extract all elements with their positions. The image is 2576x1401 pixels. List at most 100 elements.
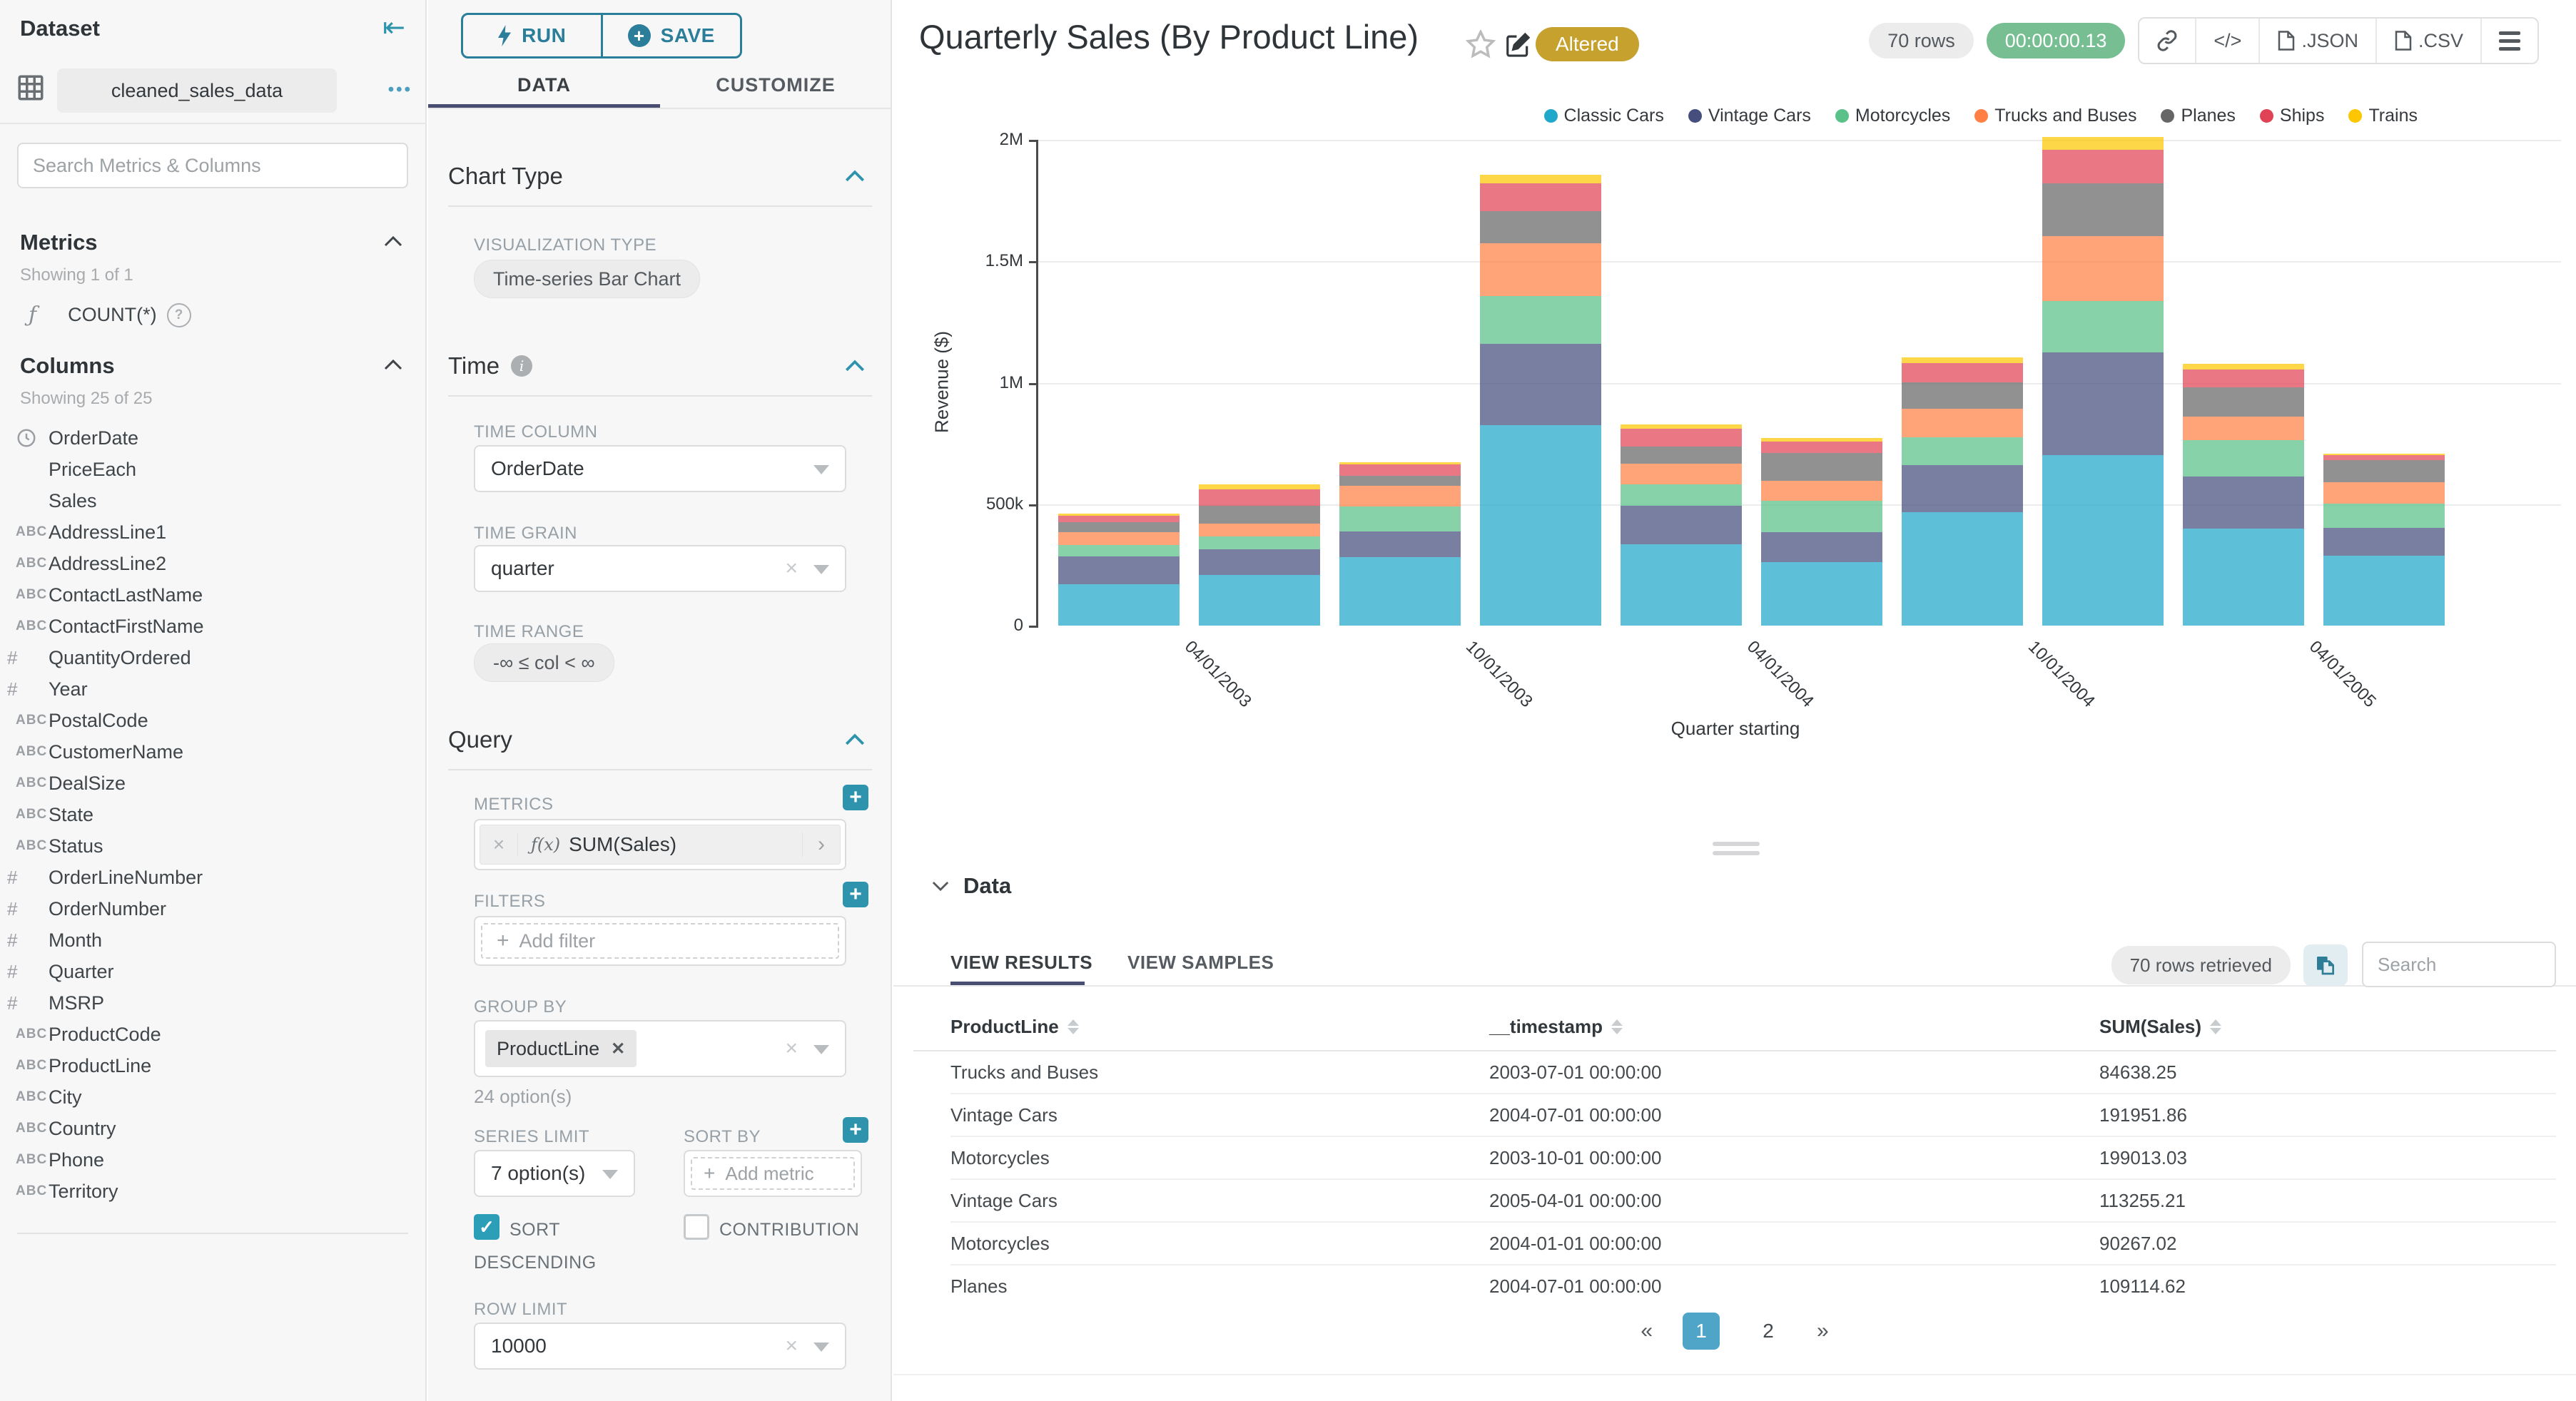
copy-link-button[interactable] xyxy=(2139,19,2195,63)
panel-resize-handle[interactable] xyxy=(1713,842,1760,860)
table-column-header[interactable]: ProductLine xyxy=(950,1016,1489,1038)
bar-segment[interactable] xyxy=(1480,243,1601,296)
bar-segment[interactable] xyxy=(1199,524,1320,537)
table-row[interactable]: Motorcycles 2003-10-01 00:00:00 199013.03 xyxy=(950,1137,2556,1180)
table-column-header[interactable]: __timestamp xyxy=(1489,1016,2099,1038)
group-by-tag[interactable]: ProductLine ✕ xyxy=(485,1030,637,1067)
favorite-star-icon[interactable] xyxy=(1466,30,1496,58)
series-limit-select[interactable]: 7 option(s) xyxy=(474,1150,635,1197)
bar-segment[interactable] xyxy=(2042,352,2164,456)
bar-segment[interactable] xyxy=(2323,453,2445,455)
tab-view-results[interactable]: VIEW RESULTS xyxy=(950,952,1093,973)
edit-title-icon[interactable] xyxy=(1504,31,1531,58)
column-list-item[interactable]: ABC Territory xyxy=(0,1176,427,1207)
dataset-name[interactable]: cleaned_sales_data xyxy=(57,68,337,113)
bar-segment[interactable] xyxy=(1761,562,1882,626)
bar-segment[interactable] xyxy=(1621,544,1742,626)
column-list-item[interactable]: ABC AddressLine2 xyxy=(0,548,427,579)
copy-data-button[interactable] xyxy=(2303,944,2348,986)
column-list-item[interactable]: ABC CustomerName xyxy=(0,736,427,768)
bar-segment[interactable] xyxy=(2323,482,2445,504)
bar-segment[interactable] xyxy=(1761,532,1882,563)
columns-collapse-icon[interactable] xyxy=(384,359,402,370)
bar-segment[interactable] xyxy=(1199,505,1320,524)
results-search-input[interactable] xyxy=(2362,942,2556,987)
altered-badge[interactable]: Altered xyxy=(1536,27,1639,61)
time-collapse-icon[interactable] xyxy=(845,360,865,372)
bar-segment[interactable] xyxy=(1199,575,1320,626)
column-list-item[interactable]: ABC ProductCode xyxy=(0,1019,427,1050)
clear-icon[interactable]: × xyxy=(785,1036,798,1060)
time-grain-select[interactable]: quarter × xyxy=(474,545,846,592)
time-column-select[interactable]: OrderDate xyxy=(474,445,846,492)
clear-icon[interactable]: × xyxy=(785,556,798,580)
export-json-button[interactable]: .JSON xyxy=(2258,19,2375,63)
add-sort-metric-button[interactable]: + xyxy=(843,1117,868,1143)
bar-segment[interactable] xyxy=(1199,489,1320,506)
table-row[interactable]: Trucks and Buses 2003-07-01 00:00:00 84638… xyxy=(950,1051,2556,1094)
bar-segment[interactable] xyxy=(1339,506,1461,531)
column-list-item[interactable]: ABC Status xyxy=(0,830,427,862)
column-list-item[interactable]: ABC Country xyxy=(0,1113,427,1144)
clear-icon[interactable]: × xyxy=(785,1334,798,1357)
bar-segment[interactable] xyxy=(1761,452,1882,482)
bar-segment[interactable] xyxy=(1761,501,1882,533)
pagination-page[interactable]: 1 xyxy=(1683,1313,1720,1350)
row-limit-select[interactable]: 10000 × xyxy=(474,1323,846,1370)
bar-segment[interactable] xyxy=(1902,465,2023,512)
run-button[interactable]: RUN xyxy=(463,15,601,56)
bar-segment[interactable] xyxy=(2183,370,2304,388)
column-list-item[interactable]: ABC ContactFirstName xyxy=(0,611,427,642)
time-range-value[interactable]: -∞ ≤ col < ∞ xyxy=(474,643,614,682)
bar-segment[interactable] xyxy=(1902,357,2023,363)
bar-segment[interactable] xyxy=(2042,137,2164,151)
bar-segment[interactable] xyxy=(1480,175,1601,184)
bar-segment[interactable] xyxy=(1902,437,2023,466)
add-filter-dropzone[interactable]: + Add filter xyxy=(481,923,839,959)
pagination-next[interactable]: » xyxy=(1817,1319,1829,1343)
table-row[interactable]: Motorcycles 2004-01-01 00:00:00 90267.02 xyxy=(950,1223,2556,1265)
legend-item[interactable]: Classic Cars xyxy=(1543,106,1664,126)
chart-menu-button[interactable] xyxy=(2480,19,2537,63)
bar-segment[interactable] xyxy=(1480,210,1601,244)
pagination-prev[interactable]: « xyxy=(1641,1319,1653,1343)
tab-data[interactable]: DATA xyxy=(517,74,571,96)
bar-segment[interactable] xyxy=(1058,532,1180,546)
bar-segment[interactable] xyxy=(1621,506,1742,545)
bar-segment[interactable] xyxy=(1339,464,1461,477)
save-button[interactable]: + SAVE xyxy=(600,15,741,56)
bar-segment[interactable] xyxy=(1902,409,2023,437)
column-list-item[interactable]: ABC DealSize xyxy=(0,768,427,799)
remove-metric-icon[interactable]: × xyxy=(480,833,518,856)
bar-segment[interactable] xyxy=(1480,295,1601,345)
bar-segment[interactable] xyxy=(1621,446,1742,464)
bar-segment[interactable] xyxy=(2183,363,2304,370)
bar-segment[interactable] xyxy=(1058,513,1180,516)
column-list-item[interactable]: ABC AddressLine1 xyxy=(0,516,427,548)
bar-segment[interactable] xyxy=(2323,460,2445,483)
add-sort-metric-dropzone[interactable]: + Add metric xyxy=(691,1157,855,1190)
column-list-item[interactable]: # MSRP xyxy=(0,987,427,1019)
column-list-item[interactable]: ABC ProductLine xyxy=(0,1050,427,1081)
metrics-collapse-icon[interactable] xyxy=(384,235,402,247)
info-icon[interactable]: i xyxy=(511,355,533,377)
bar-segment[interactable] xyxy=(1480,183,1601,211)
bar-segment[interactable] xyxy=(2323,528,2445,556)
bar-segment[interactable] xyxy=(2183,528,2304,626)
bar-segment[interactable] xyxy=(2183,439,2304,477)
legend-item[interactable]: Trucks and Buses xyxy=(1974,106,2136,126)
bar-segment[interactable] xyxy=(2183,476,2304,529)
column-list-item[interactable]: # Month xyxy=(0,924,427,956)
sort-descending-checkbox[interactable]: ✓ xyxy=(474,1214,500,1240)
column-list-item[interactable]: # Year xyxy=(0,673,427,705)
table-row[interactable]: Vintage Cars 2004-07-01 00:00:00 191951.86 xyxy=(950,1094,2556,1137)
pagination-page[interactable]: 2 xyxy=(1763,1320,1774,1342)
bar-segment[interactable] xyxy=(1199,549,1320,576)
bar-segment[interactable] xyxy=(2323,555,2445,626)
bar-segment[interactable] xyxy=(2183,417,2304,440)
legend-item[interactable]: Planes xyxy=(2161,106,2236,126)
dataset-more-menu[interactable]: ••• xyxy=(387,80,412,99)
column-list-item[interactable]: OrderDate xyxy=(0,422,427,454)
bar-segment[interactable] xyxy=(1902,511,2023,626)
column-list-item[interactable]: # Quarter xyxy=(0,956,427,987)
